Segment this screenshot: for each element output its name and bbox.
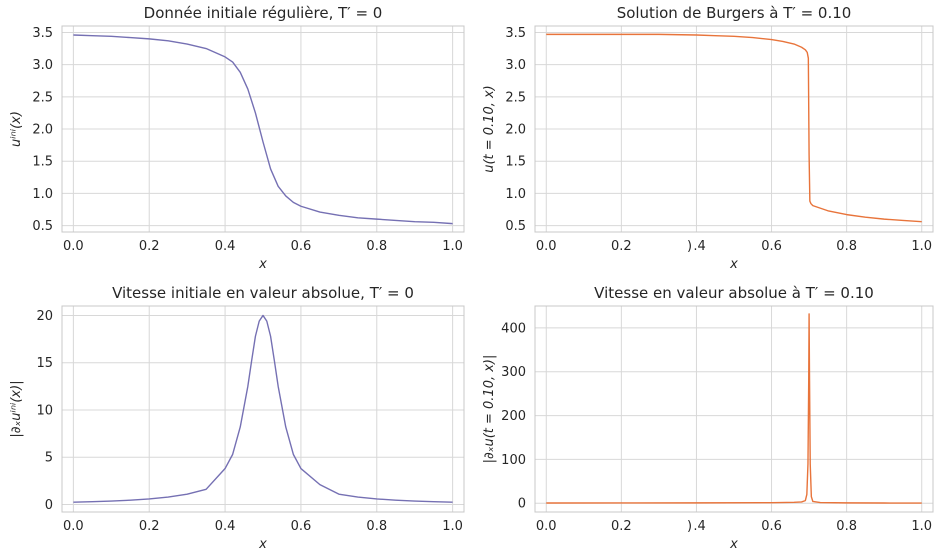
x-tick-label: 1.0 xyxy=(911,239,932,254)
plot-frame xyxy=(61,305,465,513)
series-line-1 xyxy=(73,314,453,503)
chart-title: Vitesse initiale en valeur absolue, T′ =… xyxy=(112,284,414,302)
y-tick-label: 5 xyxy=(45,451,53,466)
y-tick-label: 20 xyxy=(36,309,53,324)
y-tick-label: 2.5 xyxy=(505,90,526,105)
x-tick-label: 0.4 xyxy=(215,239,236,254)
x-tick-label: 1.0 xyxy=(442,519,463,534)
plot-frame xyxy=(534,25,934,233)
y-tick-label: 1.0 xyxy=(505,187,526,202)
series-line-1 xyxy=(546,313,922,504)
x-tick-label: 0.0 xyxy=(536,519,557,534)
y-axis-label: u(t = 0.10, x) xyxy=(482,85,497,173)
plot-frame xyxy=(61,25,465,233)
x-tick-label: 0.2 xyxy=(139,239,160,254)
x-tick-label: 0.2 xyxy=(611,239,632,254)
y-tick-label: 0 xyxy=(518,497,526,512)
chart-title: Solution de Burgers à T′ = 0.10 xyxy=(617,4,852,22)
series-line-1 xyxy=(546,33,922,223)
plot-frame xyxy=(534,305,934,513)
y-tick-label: 3.0 xyxy=(32,58,53,73)
x-axis-label: x xyxy=(258,257,267,272)
y-tick-label: 15 xyxy=(36,356,53,371)
x-axis-label: x xyxy=(258,537,267,552)
x-tick-label: 0.6 xyxy=(291,239,312,254)
y-tick-label: 1.5 xyxy=(505,155,526,170)
y-tick-label: 100 xyxy=(501,453,526,468)
y-tick-label: 400 xyxy=(501,321,526,336)
series-line-1 xyxy=(73,34,453,225)
x-tick-label: 1.0 xyxy=(911,519,932,534)
x-tick-label: 0.8 xyxy=(836,239,857,254)
x-tick-label: 0.6 xyxy=(291,519,312,534)
y-tick-label: 3.5 xyxy=(505,26,526,41)
x-tick-label: ) .4 xyxy=(687,239,706,254)
y-tick-label: 10 xyxy=(36,403,53,418)
x-tick-label: 0.8 xyxy=(836,519,857,534)
y-tick-label: 300 xyxy=(501,365,526,380)
x-axis-label: x xyxy=(729,537,738,552)
y-tick-label: 3.0 xyxy=(505,58,526,73)
chart-panel-1: 0.0 0.2 0.4 0.6 0.8 1.0 0.5 1.0 1.5 2.0 2.5 3.0 3.5 D… xyxy=(9,4,465,272)
x-tick-label: 0.0 xyxy=(63,239,84,254)
x-tick-label: 0.8 xyxy=(366,519,387,534)
chart-title: Vitesse en valeur absolue à T′ = 0.10 xyxy=(594,284,874,302)
y-tick-label: 2.0 xyxy=(505,123,526,138)
y-tick-label: 1.0 xyxy=(32,187,53,202)
y-tick-label: 0.5 xyxy=(505,219,526,234)
y-tick-label: 2.5 xyxy=(32,90,53,105)
x-tick-label: 0.2 xyxy=(611,519,632,534)
chart-panel-2: 0.0 0.2 ) .4 0.6 0.8 1.0 0.5 1.0 1.5 2.0 2.5 3.0 3.5… xyxy=(482,4,934,272)
y-axis-label: uⁱⁿⁱ(x) xyxy=(9,111,24,147)
x-axis-label: x xyxy=(729,257,738,272)
x-tick-label: 0.6 xyxy=(761,519,782,534)
x-tick-label: 0.2 xyxy=(139,519,160,534)
y-tick-label: 200 xyxy=(501,409,526,424)
chart-panel-3: 0.0 0.2 0.4 0.6 0.8 1.0 0 5 10 15 20 Vitesse initia… xyxy=(9,284,465,552)
chart-panel-4: 0.0 0.2 ) .4 0.6 0.8 1.0 0 100 200 300 400 Vitesse … xyxy=(482,284,934,552)
y-tick-label: 1.5 xyxy=(32,155,53,170)
chart-title: Donnée initiale régulière, T′ = 0 xyxy=(144,4,383,22)
x-tick-label: 0.8 xyxy=(366,239,387,254)
x-tick-label: 0.0 xyxy=(63,519,84,534)
x-tick-label: 1.0 xyxy=(442,239,463,254)
x-tick-label: ) .4 xyxy=(687,519,706,534)
x-tick-label: 0.4 xyxy=(215,519,236,534)
x-tick-label: 0.6 xyxy=(761,239,782,254)
y-tick-label: 3.5 xyxy=(32,26,53,41)
x-tick-label: 0.0 xyxy=(536,239,557,254)
y-tick-label: 2.0 xyxy=(32,123,53,138)
y-tick-label: 0.5 xyxy=(32,219,53,234)
y-axis-label: |∂ₓu(t = 0.10, x)| xyxy=(482,355,497,464)
y-tick-label: 0 xyxy=(45,498,53,513)
y-axis-label: |∂ₓuⁱⁿⁱ(x)| xyxy=(9,380,24,437)
